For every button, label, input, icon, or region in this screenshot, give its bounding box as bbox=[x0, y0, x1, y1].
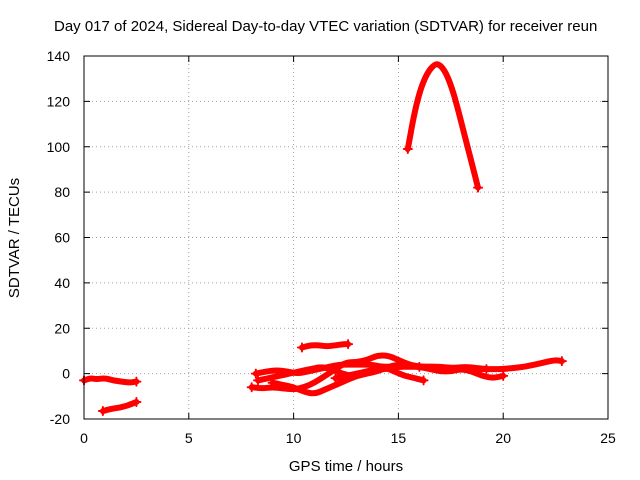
series-point-marker bbox=[402, 144, 413, 155]
y-axis-label: SDTVAR / TECUs bbox=[6, 178, 23, 298]
x-tick-label: 5 bbox=[185, 430, 193, 446]
series-point-marker bbox=[418, 375, 429, 386]
y-tick-label: 120 bbox=[47, 93, 71, 109]
y-axis-ticks: -20 0 20 40 60 80 100 120 140 bbox=[47, 48, 608, 427]
series-line-arc-8 bbox=[299, 341, 352, 351]
y-tick-label: 80 bbox=[54, 184, 70, 200]
series-line-arc-1 bbox=[81, 375, 140, 386]
series-point-marker bbox=[556, 356, 567, 367]
y-tick-label: 40 bbox=[54, 275, 70, 291]
series-line-arc-2 bbox=[99, 399, 140, 415]
series-point-marker bbox=[97, 406, 108, 417]
series-line-arc-6 bbox=[255, 364, 427, 384]
x-tick-label: 20 bbox=[495, 430, 511, 446]
series-point-marker bbox=[498, 370, 509, 381]
x-tick-label: 0 bbox=[80, 430, 88, 446]
series-point-marker bbox=[250, 368, 261, 379]
x-tick-label: 15 bbox=[391, 430, 407, 446]
x-tick-label: 25 bbox=[600, 430, 616, 446]
y-tick-label: 20 bbox=[54, 320, 70, 336]
y-tick-label: 0 bbox=[62, 366, 70, 382]
y-tick-label: 60 bbox=[54, 230, 70, 246]
series-line-arc-9 bbox=[404, 61, 481, 191]
series-point-marker bbox=[296, 342, 307, 353]
series-line-arc-7 bbox=[332, 363, 507, 382]
series-point-marker bbox=[246, 382, 257, 393]
series-point-marker bbox=[481, 364, 492, 375]
chart-title: Day 017 of 2024, Sidereal Day-to-day VTE… bbox=[54, 18, 597, 35]
series-point-marker bbox=[343, 339, 354, 350]
grid-lines bbox=[84, 56, 608, 419]
series-point-marker bbox=[131, 396, 142, 407]
y-tick-label: -20 bbox=[50, 411, 70, 427]
x-axis-ticks: 0 5 10 15 20 25 bbox=[80, 56, 616, 446]
data-series bbox=[79, 61, 567, 417]
y-tick-label: 100 bbox=[47, 139, 71, 155]
y-tick-label: 140 bbox=[47, 48, 71, 64]
x-tick-label: 10 bbox=[286, 430, 302, 446]
series-point-marker bbox=[252, 375, 263, 386]
series-point-marker bbox=[330, 373, 341, 384]
series-point-marker bbox=[131, 376, 142, 387]
series-point-marker bbox=[473, 182, 484, 193]
x-axis-label: GPS time / hours bbox=[289, 458, 403, 475]
